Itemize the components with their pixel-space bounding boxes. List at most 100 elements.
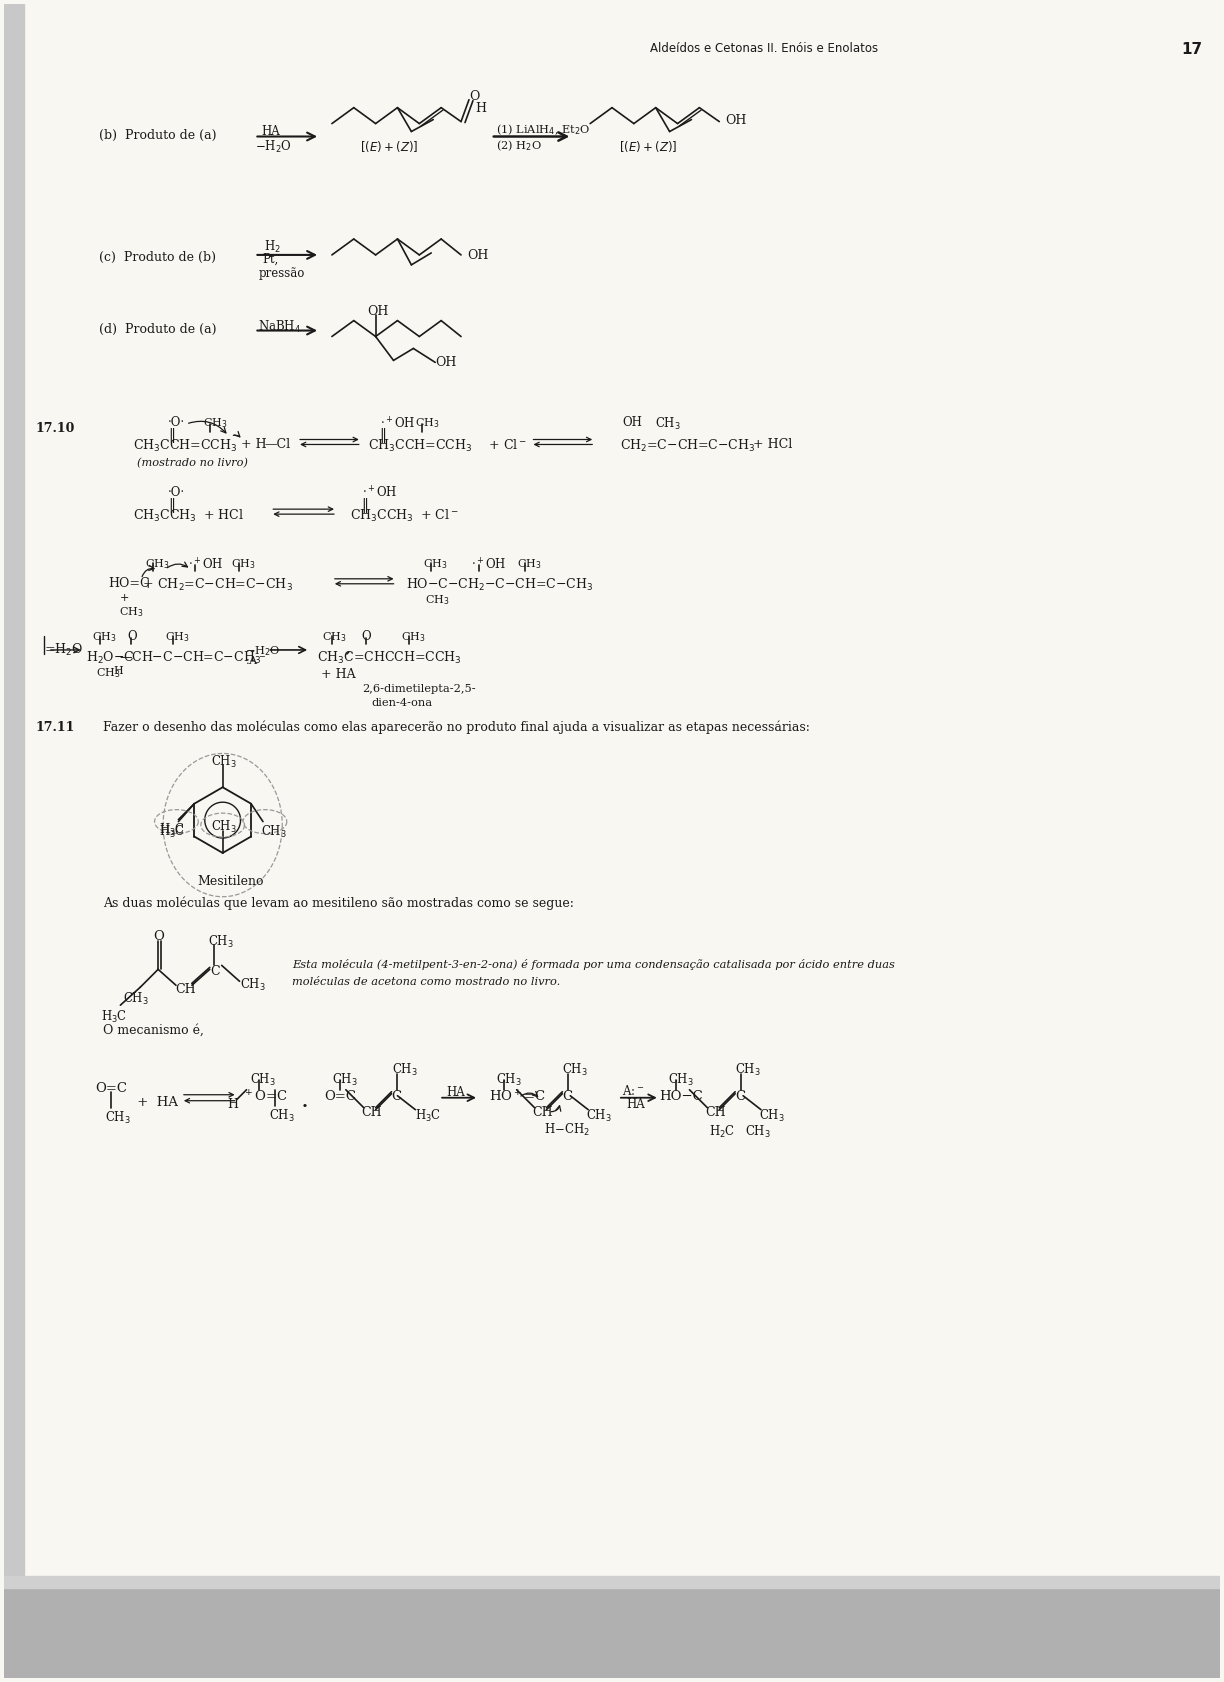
Text: CH$_3$: CH$_3$: [208, 934, 234, 950]
Text: CH$_3$: CH$_3$: [269, 1108, 295, 1124]
Text: 17.10: 17.10: [35, 422, 76, 436]
Text: + Cl$^-$: + Cl$^-$: [485, 437, 528, 452]
Text: ·: ·: [300, 1095, 308, 1119]
Text: + H: + H: [241, 437, 266, 451]
Text: CH$_3$CCH=CCH$_3$: CH$_3$CCH=CCH$_3$: [133, 437, 237, 454]
Text: CH$_3$: CH$_3$: [759, 1108, 785, 1124]
Text: CH$_3$: CH$_3$: [496, 1071, 521, 1088]
Text: 17.11: 17.11: [35, 720, 76, 733]
Text: —Cl: —Cl: [264, 437, 290, 451]
Text: ·O·: ·O·: [168, 486, 185, 500]
Text: OH: OH: [468, 249, 488, 262]
Text: CH$_3$: CH$_3$: [146, 557, 170, 572]
Text: O=C: O=C: [95, 1082, 127, 1095]
Text: CH$_3$: CH$_3$: [736, 1061, 761, 1078]
Text: H$_3$C: H$_3$C: [415, 1108, 442, 1124]
Text: O=C: O=C: [324, 1090, 356, 1103]
Text: ·$^+$OH: ·$^+$OH: [471, 557, 507, 572]
Text: CH: CH: [532, 1105, 553, 1119]
Text: 2,6-dimetilepta-2,5-: 2,6-dimetilepta-2,5-: [362, 685, 475, 693]
Text: +  HA: + HA: [133, 1095, 179, 1108]
Text: (d)  Produto de (a): (d) Produto de (a): [98, 323, 215, 336]
Text: CH$_3$: CH$_3$: [424, 557, 448, 572]
Text: C: C: [209, 965, 219, 979]
Text: O: O: [153, 930, 164, 942]
Text: $[(E)+(Z)]$: $[(E)+(Z)]$: [618, 140, 677, 155]
Text: (mostrado no livro): (mostrado no livro): [137, 458, 248, 468]
Text: CH: CH: [362, 1105, 382, 1119]
Text: + CH$_2$=C−CH=C−CH$_3$: + CH$_2$=C−CH=C−CH$_3$: [140, 577, 293, 594]
Text: H$_2$: H$_2$: [264, 239, 282, 256]
Text: CH$_3$: CH$_3$: [165, 631, 190, 644]
Text: Esta molécula (4-metilpent-3-en-2-ona) é formada por uma condensação catalisada : Esta molécula (4-metilpent-3-en-2-ona) é…: [293, 959, 895, 971]
Text: H: H: [228, 1098, 239, 1110]
Text: CH$_3$: CH$_3$: [203, 415, 228, 431]
Text: ‖: ‖: [379, 427, 387, 442]
Text: ‖: ‖: [168, 427, 175, 442]
Text: CH$_3$: CH$_3$: [586, 1108, 612, 1124]
Text: CH$_3$: CH$_3$: [332, 1071, 357, 1088]
Text: H$_3$C: H$_3$C: [159, 824, 185, 839]
Text: H: H: [475, 101, 486, 114]
Text: CH$_3$: CH$_3$: [517, 557, 541, 572]
Text: + HCl: + HCl: [749, 437, 792, 451]
Text: HO$^+$=C: HO$^+$=C: [488, 1090, 546, 1105]
Text: O mecanismo é,: O mecanismo é,: [104, 1024, 204, 1038]
Text: CH$_3$CCH=CCH$_3$: CH$_3$CCH=CCH$_3$: [367, 437, 471, 454]
Text: As duas moléculas que levam ao mesitileno são mostradas como se segue:: As duas moléculas que levam ao mesitilen…: [104, 897, 574, 910]
Text: (c)  Produto de (b): (c) Produto de (b): [98, 251, 215, 264]
Bar: [4, 1586, 1220, 1679]
Text: (2) H$_2$O: (2) H$_2$O: [496, 138, 541, 153]
Text: moléculas de acetona como mostrado no livro.: moléculas de acetona como mostrado no li…: [293, 977, 561, 987]
Text: +: +: [120, 594, 129, 604]
Text: Pt,: Pt,: [262, 252, 279, 266]
Text: H$_2$C: H$_2$C: [710, 1124, 736, 1140]
Text: $^+$O=C: $^+$O=C: [242, 1090, 288, 1105]
Text: C: C: [392, 1090, 401, 1103]
Text: CH: CH: [705, 1105, 726, 1119]
Text: C: C: [736, 1090, 745, 1103]
Text: OH: OH: [726, 114, 747, 126]
Text: $[(E)+(Z)]$: $[(E)+(Z)]$: [360, 140, 419, 155]
Text: Aldeídos e Cetonas II. Enóis e Enolatos: Aldeídos e Cetonas II. Enóis e Enolatos: [650, 42, 878, 56]
Text: CH$_2$=C−CH=C−CH$_3$: CH$_2$=C−CH=C−CH$_3$: [619, 437, 755, 454]
Text: $-$H$_2$O: $-$H$_2$O: [256, 138, 293, 155]
Text: 17: 17: [1181, 42, 1202, 57]
Text: ·$^+$OH: ·$^+$OH: [362, 486, 398, 501]
Text: (1) LiAlH$_4$, Et$_2$O: (1) LiAlH$_4$, Et$_2$O: [496, 123, 590, 138]
Bar: [4, 3, 24, 1576]
Text: CH$_3$: CH$_3$: [124, 991, 149, 1008]
Text: CH$_3$: CH$_3$: [401, 631, 426, 644]
Text: HO=C: HO=C: [109, 577, 151, 590]
Text: O: O: [362, 631, 371, 643]
Text: $-$H$_2$O: $-$H$_2$O: [245, 644, 280, 658]
Text: NaBH$_4$: NaBH$_4$: [258, 318, 301, 335]
Text: HO−C−CH$_2$−C−CH=C−CH$_3$: HO−C−CH$_2$−C−CH=C−CH$_3$: [406, 577, 594, 594]
Text: CH$_3$: CH$_3$: [392, 1061, 417, 1078]
Text: + HA: + HA: [317, 668, 356, 681]
Text: CH: CH: [175, 984, 196, 996]
Text: CH$_3$: CH$_3$: [322, 631, 346, 644]
Text: CH$_3$: CH$_3$: [562, 1061, 589, 1078]
Text: ·$^+$OH: ·$^+$OH: [188, 557, 224, 572]
Text: pressão: pressão: [258, 267, 305, 279]
Text: CH$_3$: CH$_3$: [425, 594, 450, 607]
Text: CH$_3$: CH$_3$: [211, 819, 236, 836]
Text: CH$_3$: CH$_3$: [95, 666, 120, 680]
Text: ·$^+$OH: ·$^+$OH: [379, 415, 415, 431]
Text: CH$_3$CCH$_3$  + Cl$^-$: CH$_3$CCH$_3$ + Cl$^-$: [350, 508, 459, 523]
Text: H$_3$C: H$_3$C: [100, 1009, 127, 1026]
Text: ‖: ‖: [168, 498, 175, 513]
Text: Mesitileno: Mesitileno: [198, 875, 264, 888]
Text: =H$_2$O: =H$_2$O: [44, 643, 83, 658]
Text: CH$_3$: CH$_3$: [655, 415, 681, 432]
Text: CH$_3$: CH$_3$: [120, 606, 144, 619]
Text: H: H: [114, 666, 124, 676]
Text: :A$^-$: :A$^-$: [245, 654, 266, 666]
Text: CH$_3$: CH$_3$: [415, 415, 439, 431]
Text: (b)  Produto de (a): (b) Produto de (a): [98, 128, 215, 141]
Bar: [4, 1576, 1220, 1588]
Text: ·O·: ·O·: [168, 415, 185, 429]
Text: O: O: [127, 631, 137, 643]
Text: H$_2$O−C: H$_2$O−C: [86, 649, 135, 666]
